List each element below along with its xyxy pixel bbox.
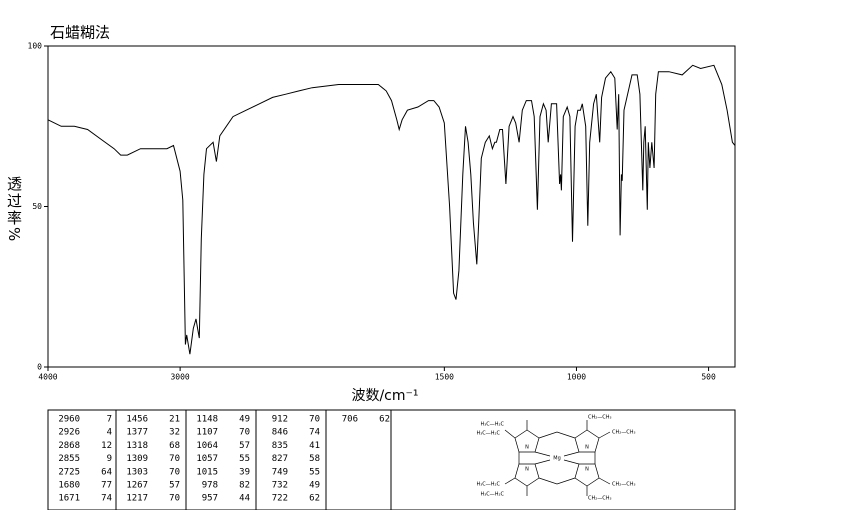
peak-transmittance: 70 (169, 467, 180, 477)
structure-label: N (585, 445, 589, 451)
structure-label: CH₂—CH₃ (588, 415, 612, 421)
x-tick-label: 3000 (170, 373, 189, 382)
spectrum-line (47, 64, 736, 355)
peak-wavenumber: 2855 (58, 454, 80, 464)
x-tick-label: 4000 (38, 373, 57, 382)
structure-label: CH₂—CH₃ (588, 496, 612, 502)
chart-title: 石蜡糊法 (50, 24, 110, 42)
peak-transmittance: 74 (101, 494, 112, 504)
structure-label: CH₂—CH₃ (612, 430, 636, 436)
peak-transmittance: 4 (107, 428, 112, 438)
peak-transmittance: 32 (169, 428, 180, 438)
peak-transmittance: 39 (239, 467, 250, 477)
y-tick-label: 50 (32, 202, 42, 211)
peak-wavenumber: 2725 (58, 467, 80, 477)
peak-wavenumber: 827 (272, 454, 288, 464)
peak-wavenumber: 732 (272, 481, 288, 491)
peak-transmittance: 7 (107, 415, 112, 425)
peak-wavenumber: 2868 (58, 441, 80, 451)
x-axis-label: 波数/cm⁻¹ (351, 388, 418, 404)
y-axis-label: 透过率% (5, 176, 23, 244)
peak-wavenumber: 749 (272, 467, 288, 477)
peak-wavenumber: 912 (272, 415, 288, 425)
peak-wavenumber: 706 (342, 415, 358, 425)
structure-label: N (585, 467, 589, 473)
peak-transmittance: 70 (239, 428, 250, 438)
x-tick-label: 500 (701, 373, 716, 382)
structure-label: H₃C—H₂C (476, 431, 500, 437)
peak-transmittance: 82 (239, 481, 250, 491)
peak-transmittance: 49 (309, 481, 320, 491)
peak-wavenumber: 1064 (196, 441, 218, 451)
structure-label: H₃C—H₂C (476, 482, 500, 488)
peak-wavenumber: 1015 (196, 467, 218, 477)
peak-wavenumber: 1267 (126, 481, 148, 491)
peak-transmittance: 68 (169, 441, 180, 451)
peak-transmittance: 41 (309, 441, 320, 451)
structure-drawing (504, 420, 611, 496)
peak-transmittance: 70 (169, 494, 180, 504)
peak-wavenumber: 846 (272, 428, 288, 438)
structure-label: H₃C—H₂C (480, 492, 504, 498)
peak-transmittance: 70 (309, 415, 320, 425)
peak-wavenumber: 1318 (126, 441, 148, 451)
peak-wavenumber: 1303 (126, 467, 148, 477)
peak-transmittance: 44 (239, 494, 250, 504)
peak-wavenumber: 1148 (196, 415, 218, 425)
peak-wavenumber: 978 (202, 481, 218, 491)
table-dividers (115, 410, 392, 510)
peak-wavenumber: 1107 (196, 428, 218, 438)
x-tick-label: 1000 (567, 373, 586, 382)
peak-transmittance: 77 (101, 481, 112, 491)
peak-wavenumber: 722 (272, 494, 288, 504)
peak-transmittance: 12 (101, 441, 112, 451)
peak-wavenumber: 835 (272, 441, 288, 451)
peak-transmittance: 74 (309, 428, 320, 438)
peak-wavenumber: 1217 (126, 494, 148, 504)
structure-label: CH₂—CH₃ (612, 482, 636, 488)
structure-label: N (525, 467, 529, 473)
peak-transmittance: 21 (169, 415, 180, 425)
plot-frame (47, 45, 736, 368)
y-tick-label: 0 (37, 363, 42, 372)
structure-label: Mg (553, 456, 561, 462)
x-tick-label: 1500 (435, 373, 454, 382)
peak-wavenumber: 1309 (126, 454, 148, 464)
peak-wavenumber: 1057 (196, 454, 218, 464)
peak-wavenumber: 1680 (58, 481, 80, 491)
peak-transmittance: 57 (169, 481, 180, 491)
peak-transmittance: 70 (169, 454, 180, 464)
structure-label: H₃C—H₂C (480, 422, 504, 428)
peak-transmittance: 62 (379, 415, 390, 425)
y-tick-label: 100 (28, 42, 43, 51)
peak-transmittance: 49 (239, 415, 250, 425)
peak-transmittance: 58 (309, 454, 320, 464)
peak-transmittance: 55 (309, 467, 320, 477)
peak-transmittance: 9 (107, 454, 112, 464)
peak-wavenumber: 2960 (58, 415, 80, 425)
peak-wavenumber: 1671 (58, 494, 80, 504)
peak-wavenumber: 957 (202, 494, 218, 504)
peak-transmittance: 64 (101, 467, 112, 477)
peak-transmittance: 62 (309, 494, 320, 504)
peak-wavenumber: 1456 (126, 415, 148, 425)
structure-label: N (525, 445, 529, 451)
peak-transmittance: 55 (239, 454, 250, 464)
peak-wavenumber: 1377 (126, 428, 148, 438)
peak-transmittance: 57 (239, 441, 250, 451)
peak-wavenumber: 2926 (58, 428, 80, 438)
